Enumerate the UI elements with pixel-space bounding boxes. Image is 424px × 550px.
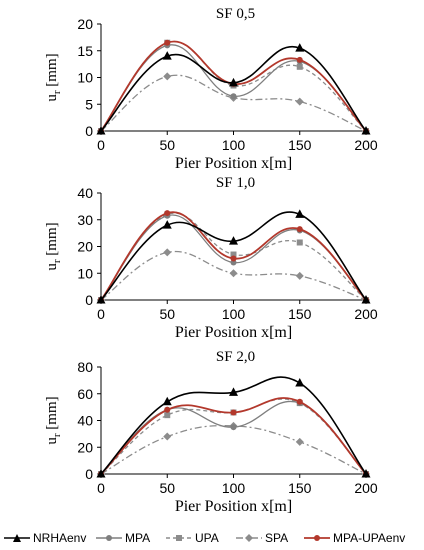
x-tick-label: 100 — [222, 137, 246, 153]
y-tick-label: 20 — [77, 16, 93, 32]
data-point-mpa-upaenv — [296, 226, 303, 233]
data-point-nrhaenv — [162, 51, 172, 60]
data-point-spa — [295, 271, 304, 280]
data-point-mpa-upaenv — [296, 56, 303, 63]
legend-item-mpa: MPA — [96, 526, 150, 550]
y-tick-label: 40 — [77, 185, 93, 201]
data-point-mpa-upaenv — [164, 406, 171, 413]
legend-label-nrhaenv: NRHAenv — [33, 531, 87, 545]
data-point-mpa-upaenv — [164, 210, 171, 217]
x-tick-label: 150 — [288, 480, 312, 496]
x-tick-label: 200 — [354, 480, 378, 496]
data-point-spa — [295, 437, 304, 446]
data-point-nrhaenv — [295, 209, 305, 218]
data-point-upa — [230, 251, 237, 258]
y-tick-label: 40 — [77, 413, 93, 429]
data-point-mpa-upaenv — [230, 409, 237, 416]
x-axis-label: Pier Position x[m] — [175, 498, 292, 515]
data-point-nrhaenv — [229, 387, 238, 396]
data-point-upa — [164, 412, 171, 419]
chart-title: SF 0,5 — [216, 6, 255, 22]
chart-legend: NRHAenv MPA UPA SPA MPA-UPAenv — [0, 526, 424, 550]
legend-marker-square-icon — [166, 535, 192, 541]
y-tick-label: 20 — [77, 239, 93, 255]
y-tick-label: 10 — [77, 70, 93, 86]
series-line-upa — [100, 40, 367, 132]
data-point-nrhaenv — [96, 295, 106, 304]
series-line-nrhaenv — [100, 45, 367, 132]
data-point-nrhaenv — [229, 236, 238, 245]
data-point-spa — [163, 72, 172, 81]
legend-item-upa: UPA — [166, 526, 219, 550]
data-point-nrhaenv — [162, 220, 172, 229]
chart-title: SF 2,0 — [216, 349, 255, 365]
legend-label-mpa: MPA — [125, 531, 151, 545]
data-point-mpa — [230, 424, 237, 431]
x-tick-label: 150 — [288, 137, 312, 153]
data-point-mpa — [230, 93, 237, 100]
x-tick-label: 0 — [97, 306, 105, 322]
chart-panel-3: SF 2,0 0 20 40 60 80 0 50 100 150 200 Pier Position… — [44, 349, 378, 515]
series-line-spa — [100, 425, 367, 475]
y-tick-label: 0 — [85, 466, 93, 482]
x-tick-label: 50 — [159, 306, 175, 322]
data-point-nrhaenv — [295, 378, 305, 387]
series-line-spa — [100, 74, 367, 132]
y-axis-label: ur [mm] — [44, 53, 63, 101]
legend-item-spa: SPA — [236, 526, 288, 550]
data-point-upa — [296, 239, 303, 246]
y-tick-label: 80 — [77, 359, 93, 375]
x-tick-label: 200 — [354, 306, 378, 322]
data-point-spa — [163, 248, 172, 257]
legend-label-spa: SPA — [265, 531, 289, 545]
data-point-nrhaenv — [96, 469, 106, 478]
data-point-upa — [296, 63, 303, 70]
chart-title: SF 1,0 — [216, 175, 255, 191]
data-point-nrhaenv — [229, 77, 238, 87]
data-point-nrhaenv — [361, 295, 371, 304]
legend-marker-circle-icon — [96, 535, 122, 541]
data-point-spa — [295, 97, 304, 106]
x-tick-label: 0 — [97, 480, 105, 496]
y-axis-label: ur [mm] — [44, 222, 63, 270]
legend-marker-triangle-icon — [4, 534, 30, 542]
data-point-mpa-upaenv — [230, 255, 237, 262]
y-tick-label: 5 — [85, 96, 93, 112]
x-tick-label: 100 — [222, 306, 246, 322]
y-tick-label: 0 — [85, 292, 93, 308]
x-tick-label: 0 — [97, 137, 105, 153]
data-point-nrhaenv — [295, 43, 305, 52]
y-tick-label: 0 — [85, 123, 93, 139]
y-tick-label: 15 — [77, 43, 93, 59]
x-tick-label: 50 — [159, 480, 175, 496]
data-point-nrhaenv — [361, 126, 371, 135]
y-tick-label: 60 — [77, 386, 93, 402]
y-tick-label: 20 — [77, 439, 93, 455]
data-point-nrhaenv — [361, 469, 371, 478]
y-tick-label: 10 — [77, 265, 93, 281]
chart-panel-2: SF 1,0 0 10 20 30 40 0 50 100 150 200 Pier Position… — [44, 175, 378, 341]
x-tick-label: 200 — [354, 137, 378, 153]
data-point-nrhaenv — [96, 126, 106, 135]
legend-item-mpa-upaenv: MPA-UPAenv — [304, 526, 405, 550]
data-point-mpa-upaenv — [164, 39, 171, 46]
x-tick-label: 50 — [159, 137, 175, 153]
x-axis-label: Pier Position x[m] — [175, 155, 292, 172]
legend-marker-circle-icon — [304, 535, 330, 541]
legend-label-mpa-upaenv: MPA-UPAenv — [333, 531, 406, 545]
x-tick-label: 100 — [222, 480, 246, 496]
legend-label-upa: UPA — [195, 531, 219, 545]
y-tick-label: 30 — [77, 212, 93, 228]
legend-item-nrhaenv: NRHAenv — [4, 526, 86, 550]
x-tick-label: 150 — [288, 306, 312, 322]
data-point-nrhaenv — [162, 396, 172, 406]
x-axis-label: Pier Position x[m] — [175, 324, 292, 341]
data-point-mpa-upaenv — [296, 398, 303, 405]
data-point-spa — [163, 432, 172, 441]
legend-marker-diamond-icon — [236, 534, 262, 542]
y-axis-label: ur [mm] — [44, 396, 63, 444]
data-point-spa — [229, 269, 238, 278]
